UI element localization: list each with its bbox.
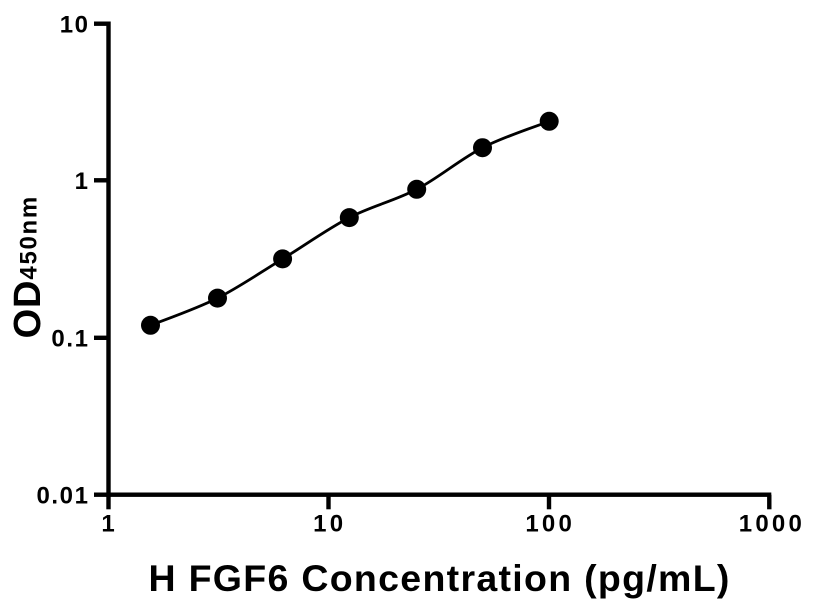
svg-text:1: 1 [75, 168, 90, 195]
svg-text:1: 1 [101, 510, 118, 537]
svg-text:100: 100 [525, 510, 575, 537]
svg-text:10: 10 [313, 510, 346, 537]
svg-text:0.1: 0.1 [51, 326, 89, 353]
svg-text:OD450nm: OD450nm [7, 195, 49, 338]
svg-text:0.01: 0.01 [36, 483, 89, 510]
svg-text:1000: 1000 [739, 510, 805, 537]
svg-text:H FGF6 Concentration (pg/mL): H FGF6 Concentration (pg/mL) [148, 557, 730, 599]
svg-text:10: 10 [60, 12, 90, 39]
